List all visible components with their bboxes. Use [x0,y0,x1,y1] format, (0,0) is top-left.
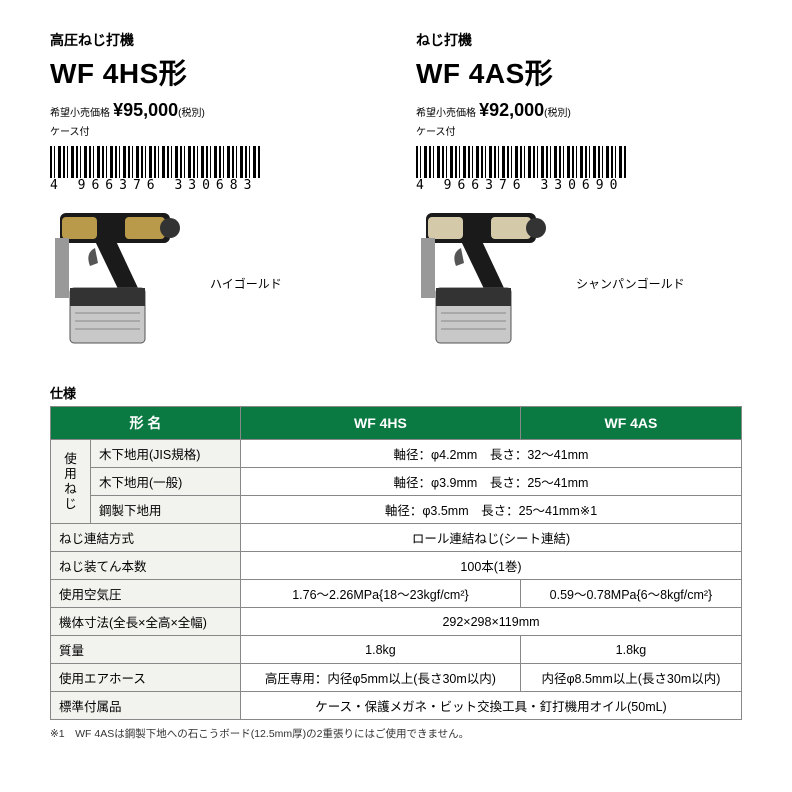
price-line: 希望小売価格 ¥95,000(税別) [50,100,376,121]
barcode-number: 4 966376 330690 [416,178,742,193]
barcode-number: 4 966376 330683 [50,178,376,193]
image-row: シャンパンゴールド [416,203,742,363]
r8-label: 質量 [51,636,241,664]
price-line: 希望小売価格 ¥92,000(税別) [416,100,742,121]
r3-val: 軸径：φ3.5mm 長さ：25～41mm※1 [241,496,742,524]
r10-label: 標準付属品 [51,692,241,720]
r9-label: 使用エアホース [51,664,241,692]
r6-val2: 0.59～0.78MPa{6～8kgf/cm²} [520,580,741,608]
price-label: 希望小売価格 [50,108,110,119]
price-note: (税別) [544,108,571,119]
table-row: 鋼製下地用 軸径：φ3.5mm 長さ：25～41mm※1 [51,496,742,524]
hdr-col1: WF 4HS [241,407,521,440]
price-label: 希望小売価格 [416,108,476,119]
r3-label: 鋼製下地用 [91,496,241,524]
product-card-2: ねじ打機 WF 4AS形 希望小売価格 ¥92,000(税別) ケース付 4 9… [416,30,742,363]
r7-val: 292×298×119mm [241,608,742,636]
screw-group: 使用 ねじ [51,440,91,524]
r8-val2: 1.8kg [520,636,741,664]
spec-table: 形 名 WF 4HS WF 4AS 使用 ねじ 木下地用(JIS規格) 軸径：φ… [50,406,742,720]
category: 高圧ねじ打機 [50,30,376,50]
r2-val: 軸径：φ3.9mm 長さ：25～41mm [241,468,742,496]
barcode-bars [50,146,260,178]
case-note: ケース付 [416,123,742,138]
table-row: 標準付属品 ケース・保護メガネ・ビット交換工具・釘打機用オイル(50mL) [51,692,742,720]
table-row: 質量 1.8kg 1.8kg [51,636,742,664]
r6-label: 使用空気圧 [51,580,241,608]
table-row: 使用空気圧 1.76～2.26MPa{18～23kgf/cm²} 0.59～0.… [51,580,742,608]
r9-val1: 高圧専用：内径φ5mm以上(長さ30m以内) [241,664,521,692]
model: WF 4HS形 [50,52,376,92]
barcode: 4 966376 330690 [416,146,742,193]
model: WF 4AS形 [416,52,742,92]
image-row: ハイゴールド [50,203,376,363]
color-label: シャンパンゴールド [576,275,685,292]
table-row: ねじ連結方式 ロール連結ねじ(シート連結) [51,524,742,552]
hdr-name: 形 名 [51,407,241,440]
r1-val: 軸径：φ4.2mm 長さ：32～41mm [241,440,742,468]
table-row: 使用 ねじ 木下地用(JIS規格) 軸径：φ4.2mm 長さ：32～41mm [51,440,742,468]
price: ¥95,000 [113,100,178,120]
r5-val: 100本(1巻) [241,552,742,580]
r4-val: ロール連結ねじ(シート連結) [241,524,742,552]
tool-image-2 [416,203,566,363]
hdr-col2: WF 4AS [520,407,741,440]
barcode-bars [416,146,626,178]
table-row: ねじ装てん本数 100本(1巻) [51,552,742,580]
table-row: 機体寸法(全長×全高×全幅) 292×298×119mm [51,608,742,636]
r4-label: ねじ連結方式 [51,524,241,552]
category: ねじ打機 [416,30,742,50]
table-row: 使用エアホース 高圧専用：内径φ5mm以上(長さ30m以内) 内径φ8.5mm以… [51,664,742,692]
r10-val: ケース・保護メガネ・ビット交換工具・釘打機用オイル(50mL) [241,692,742,720]
product-row: 高圧ねじ打機 WF 4HS形 希望小売価格 ¥95,000(税別) ケース付 4… [50,30,742,363]
r9-val2: 内径φ8.5mm以上(長さ30m以内) [520,664,741,692]
footnote: ※1 WF 4ASは鋼製下地への石こうボード(12.5mm厚)の2重張りにはご使… [50,726,742,741]
product-card-1: 高圧ねじ打機 WF 4HS形 希望小売価格 ¥95,000(税別) ケース付 4… [50,30,376,363]
price-note: (税別) [178,108,205,119]
color-label: ハイゴールド [210,275,282,292]
r2-label: 木下地用(一般) [91,468,241,496]
r5-label: ねじ装てん本数 [51,552,241,580]
table-row: 形 名 WF 4HS WF 4AS [51,407,742,440]
table-row: 木下地用(一般) 軸径：φ3.9mm 長さ：25～41mm [51,468,742,496]
r7-label: 機体寸法(全長×全高×全幅) [51,608,241,636]
case-note: ケース付 [50,123,376,138]
barcode: 4 966376 330683 [50,146,376,193]
price: ¥92,000 [479,100,544,120]
r8-val1: 1.8kg [241,636,521,664]
r6-val1: 1.76～2.26MPa{18～23kgf/cm²} [241,580,521,608]
r1-label: 木下地用(JIS規格) [91,440,241,468]
tool-image-1 [50,203,200,363]
spec-title: 仕様 [50,383,742,402]
